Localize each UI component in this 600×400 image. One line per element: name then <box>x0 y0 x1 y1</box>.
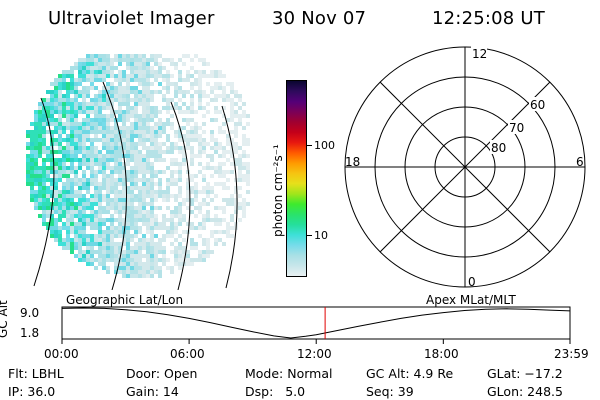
time-tick-label: 23:59 <box>554 347 589 361</box>
image-pixels <box>26 54 250 278</box>
door-status: Door: Open <box>126 366 198 381</box>
colorbar-tick <box>306 235 312 236</box>
colorbar-tick-label: 10 <box>314 229 328 242</box>
polar-grid: 12 18 6 0 60 70 80 <box>344 46 586 289</box>
timeline-right-label: Apex MLat/MLT <box>426 293 516 307</box>
mode-status: Mode: Normal <box>245 366 333 381</box>
instrument-title: Ultraviolet Imager <box>48 8 215 29</box>
auroral-image <box>26 54 250 290</box>
time-tick-label: 00:00 <box>44 347 79 361</box>
ip-status: IP: 36.0 <box>8 384 56 399</box>
lat-label-60: 60 <box>530 98 545 112</box>
glon-status: GLon: 248.5 <box>487 384 563 399</box>
colorbar-tick-label: 100 <box>314 139 335 152</box>
longitude-line <box>102 81 127 290</box>
colorbar <box>286 80 307 277</box>
longitude-line <box>170 101 191 290</box>
timeline-left-label: Geographic Lat/Lon <box>66 293 184 307</box>
dsp-status: Dsp: 5.0 <box>245 384 306 399</box>
mlt-label-18: 18 <box>345 155 360 169</box>
timeline-ytick-label: 9.0 <box>20 306 40 320</box>
time-tick-label: 18:00 <box>424 347 459 361</box>
observation-time: 12:25:08 UT <box>432 8 545 29</box>
time-tick-label: 06:00 <box>170 347 205 361</box>
gc-alt-status: GC Alt: 4.9 Re <box>366 366 454 381</box>
altitude-curve <box>61 307 571 339</box>
filter-status: Flt: LBHL <box>8 366 64 381</box>
lat-label-80: 80 <box>491 141 506 155</box>
longitude-line <box>33 97 55 287</box>
colorbar-tick <box>306 145 312 146</box>
mlt-label-0: 0 <box>468 275 476 289</box>
timeline-plot <box>61 306 571 344</box>
timeline-ytick-label: 1.8 <box>20 326 40 340</box>
observation-date: 30 Nov 07 <box>272 8 367 29</box>
longitude-line <box>221 105 238 289</box>
meridian-diagonal <box>379 81 551 253</box>
gain-status: Gain: 14 <box>126 384 179 399</box>
mlt-label-6: 6 <box>576 155 584 169</box>
glat-status: GLat: −17.2 <box>487 366 563 381</box>
seq-status: Seq: 39 <box>366 384 414 399</box>
colorbar-label: photon cm⁻²s⁻¹ <box>271 144 285 237</box>
mlt-label-12: 12 <box>472 47 487 61</box>
time-tick-label: 12:00 <box>297 347 332 361</box>
lat-label-70: 70 <box>509 121 524 135</box>
timeline-frame <box>61 306 571 340</box>
